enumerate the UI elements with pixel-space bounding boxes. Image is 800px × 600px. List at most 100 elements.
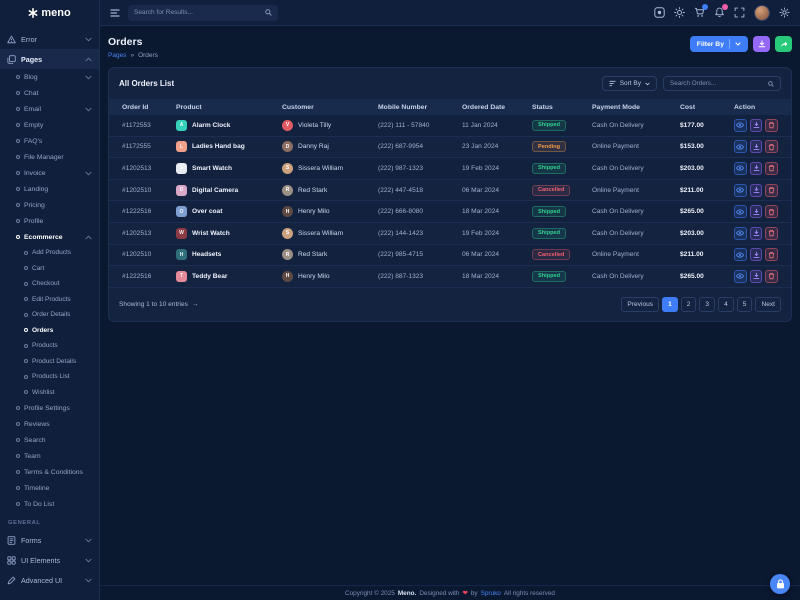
sidebar-item-chat[interactable]: Chat — [0, 85, 99, 101]
sidebar-item-pricing[interactable]: Pricing — [0, 197, 99, 213]
global-search[interactable] — [128, 4, 278, 21]
sidebar-item-reviews[interactable]: Reviews — [0, 416, 99, 432]
language-icon[interactable] — [654, 7, 665, 18]
download-row-button[interactable] — [749, 161, 763, 175]
download-button[interactable] — [753, 36, 770, 52]
sidebar-item-cart[interactable]: Cart — [0, 261, 99, 277]
bullet-icon — [24, 250, 28, 255]
view-button[interactable] — [734, 183, 747, 197]
sidebar-item-terms-conditions[interactable]: Terms & Conditions — [0, 464, 99, 480]
fullscreen-icon[interactable] — [734, 7, 745, 18]
table-row[interactable]: #1222516 T Teddy Bear H Henry Milo (222) 887-… — [109, 266, 791, 288]
sidebar-item-pages[interactable]: Pages — [0, 49, 99, 69]
sidebar-item-profile-settings[interactable]: Profile Settings — [0, 400, 99, 416]
sidebar-item-edit-products[interactable]: Edit Products — [0, 292, 99, 308]
view-button[interactable] — [734, 118, 747, 132]
sidebar-item-profile[interactable]: Profile — [0, 213, 99, 229]
sidebar-item-invoice[interactable]: Invoice — [0, 165, 99, 181]
sidebar-item-landing[interactable]: Landing — [0, 181, 99, 197]
cart-icon[interactable] — [694, 4, 708, 18]
buy-lock-fab[interactable] — [770, 574, 790, 594]
sidebar-item-blog[interactable]: Blog — [0, 69, 99, 85]
share-button[interactable] — [775, 36, 792, 52]
table-row[interactable]: #1202513 S Smart Watch S Sissera William (222… — [109, 158, 791, 180]
sidebar-item-product-details[interactable]: Product Details — [0, 354, 99, 370]
hamburger-menu-icon[interactable] — [110, 8, 120, 17]
sidebar-item-empty[interactable]: Empty — [0, 117, 99, 133]
breadcrumb-pages-link[interactable]: Pages — [108, 52, 127, 59]
sidebar-item-forms[interactable]: Forms — [0, 530, 99, 550]
global-search-input[interactable] — [134, 9, 261, 16]
sidebar-item-faq-s[interactable]: FAQ's — [0, 133, 99, 149]
orders-search[interactable] — [663, 76, 781, 91]
view-button[interactable] — [734, 248, 747, 262]
table-row[interactable]: #1202510 H Headsets R Red Stark (222) 985-471… — [109, 244, 791, 267]
download-row-button[interactable] — [749, 248, 763, 262]
customer-avatar: V — [282, 119, 293, 131]
pagination-page-2[interactable]: 2 — [680, 296, 697, 312]
view-button[interactable] — [734, 140, 747, 154]
column-header-cost: Cost — [680, 103, 696, 111]
sidebar-item-search[interactable]: Search — [0, 432, 99, 448]
sidebar-item-email[interactable]: Email — [0, 101, 99, 117]
download-row-button[interactable] — [749, 205, 763, 219]
sidebar-item-wishlist[interactable]: Wishlist — [0, 385, 99, 401]
sidebar-item-error[interactable]: Error — [0, 29, 99, 49]
sidebar-item-order-details[interactable]: Order Details — [0, 307, 99, 323]
filter-by-button[interactable]: Filter By — [689, 36, 748, 52]
pagination-next[interactable]: Next — [755, 296, 781, 312]
pagination-page-5[interactable]: 5 — [736, 296, 753, 312]
sidebar-item-label: Pricing — [24, 201, 45, 209]
delete-button[interactable] — [765, 226, 779, 240]
pagination-page-3[interactable]: 3 — [699, 296, 716, 312]
brand-logo[interactable]: meno — [0, 0, 99, 26]
sidebar-item-checkout[interactable]: Checkout — [0, 276, 99, 292]
page-footer: Copyright © 2025 Meno. Designed with ❤ b… — [100, 585, 800, 600]
table-row[interactable]: #1172555 L Ladies Hand bag D Danny Raj (222) … — [109, 137, 791, 159]
delete-button[interactable] — [765, 205, 779, 219]
sidebar-item-to-do-list[interactable]: To Do List — [0, 496, 99, 512]
theme-toggle-sun-icon[interactable] — [674, 7, 685, 18]
sidebar-item-file-manager[interactable]: File Manager — [0, 149, 99, 165]
settings-gear-icon[interactable] — [779, 7, 790, 18]
pagination-page-1[interactable]: 1 — [662, 296, 678, 312]
table-row[interactable]: #1172553 A Alarm Clock V Violeta Tilly (222) … — [109, 115, 791, 137]
view-button[interactable] — [734, 205, 747, 219]
showing-text: Showing 1 to 10 entries — [119, 300, 188, 308]
sidebar-item-ecommerce[interactable]: Ecommerce — [0, 229, 99, 245]
view-button[interactable] — [734, 161, 747, 175]
user-avatar[interactable] — [754, 4, 770, 21]
table-row[interactable]: #1222516 O Over coat H Henry Milo (222) 666-8… — [109, 201, 791, 223]
delete-button[interactable] — [765, 140, 779, 154]
delete-button[interactable] — [765, 248, 779, 262]
download-row-button[interactable] — [749, 140, 763, 154]
table-row[interactable]: #1202510 D Digital Camera R Red Stark (222) 4… — [109, 180, 791, 202]
customer-avatar: S — [282, 227, 293, 239]
pagination-previous[interactable]: Previous — [621, 296, 660, 312]
view-button[interactable] — [734, 226, 747, 240]
sidebar-item-advanced-ui[interactable]: Advanced UI — [0, 570, 99, 590]
download-row-button[interactable] — [749, 183, 763, 197]
view-button[interactable] — [734, 269, 747, 283]
download-row-button[interactable] — [749, 118, 763, 132]
delete-button[interactable] — [765, 161, 779, 175]
sidebar-item-team[interactable]: Team — [0, 448, 99, 464]
sidebar-item-orders[interactable]: Orders — [0, 323, 99, 339]
column-header-action: Action — [734, 103, 756, 111]
orders-search-input[interactable] — [670, 80, 764, 87]
delete-button[interactable] — [765, 118, 779, 132]
download-row-button[interactable] — [749, 226, 763, 240]
delete-button[interactable] — [765, 269, 779, 283]
sidebar-item-timeline[interactable]: Timeline — [0, 480, 99, 496]
sidebar-item-add-products[interactable]: Add Products — [0, 245, 99, 261]
notifications-bell-icon[interactable] — [714, 4, 728, 18]
sidebar-item-products[interactable]: Products — [0, 338, 99, 354]
pagination-page-4[interactable]: 4 — [718, 296, 734, 312]
sidebar-item-products-list[interactable]: Products List — [0, 369, 99, 385]
table-row[interactable]: #1202513 W Wrist Watch S Sissera William (222… — [109, 223, 791, 245]
sort-by-button[interactable]: Sort By — [601, 76, 657, 91]
delete-button[interactable] — [765, 183, 779, 197]
download-row-button[interactable] — [749, 269, 763, 283]
sidebar-item-ui-elements[interactable]: UI Elements — [0, 550, 99, 570]
vendor-link[interactable]: Spruko — [480, 589, 501, 597]
